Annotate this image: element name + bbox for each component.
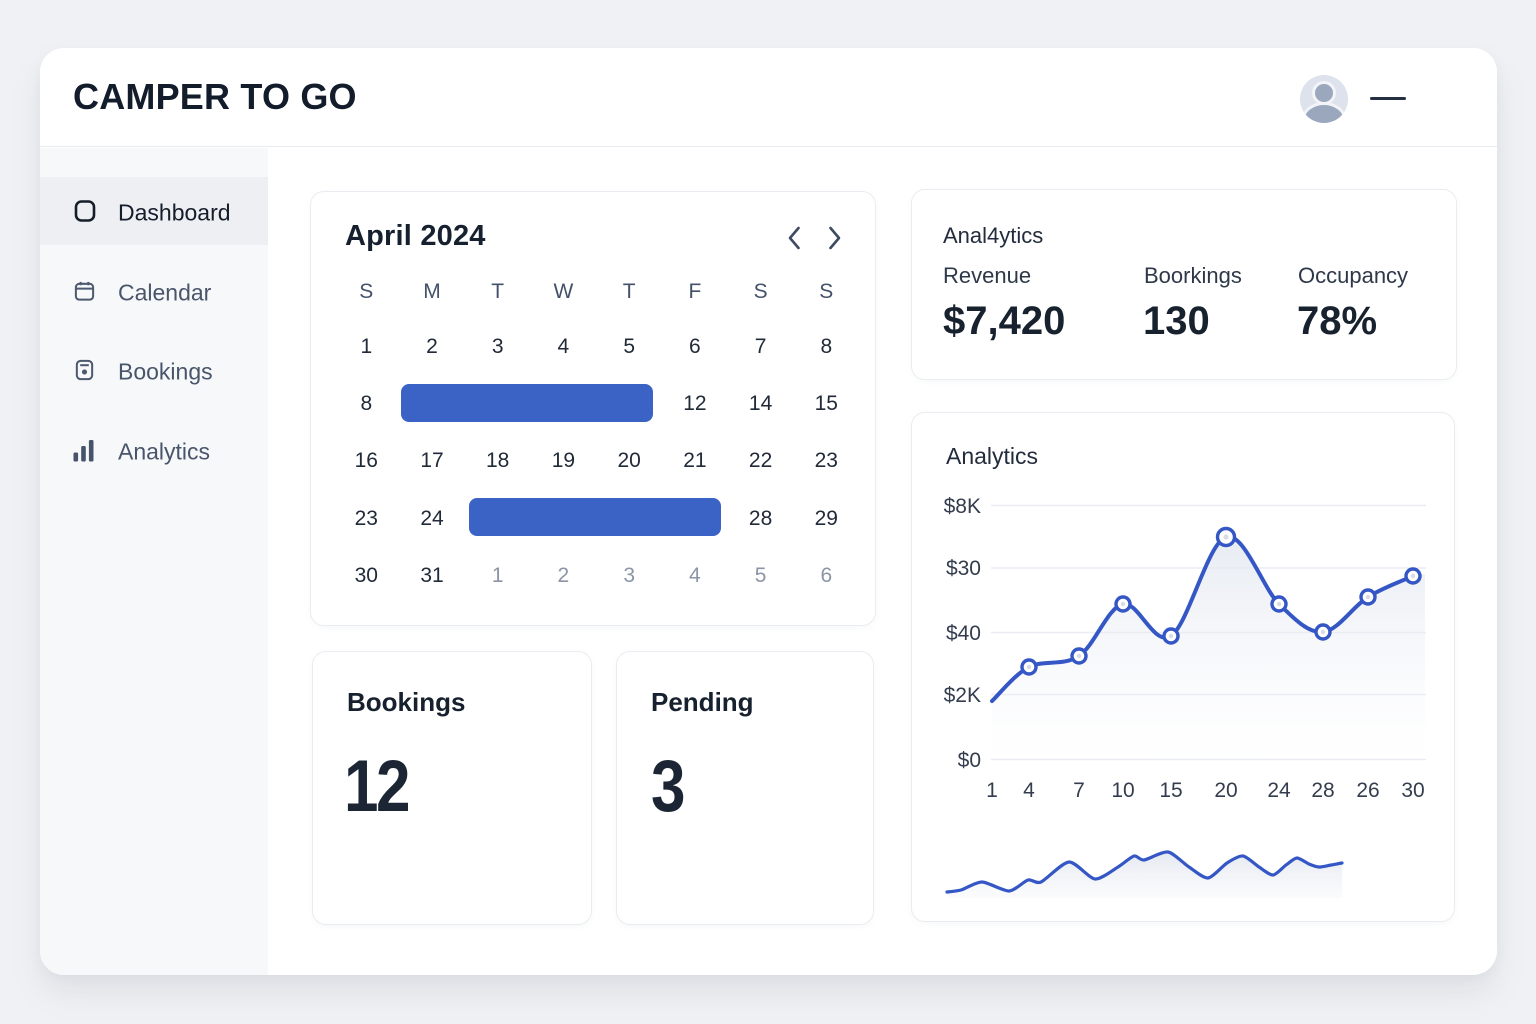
svg-text:20: 20 — [1214, 779, 1237, 802]
svg-text:$30: $30 — [946, 557, 981, 580]
svg-text:1: 1 — [986, 779, 998, 802]
svg-text:$8K: $8K — [944, 495, 981, 518]
svg-text:24: 24 — [1267, 779, 1291, 802]
svg-text:10: 10 — [1111, 779, 1134, 802]
svg-text:30: 30 — [1401, 779, 1424, 802]
svg-text:28: 28 — [1311, 779, 1334, 802]
svg-text:$0: $0 — [958, 749, 981, 772]
svg-text:15: 15 — [1159, 779, 1182, 802]
svg-text:$2K: $2K — [944, 684, 981, 707]
svg-text:7: 7 — [1073, 779, 1085, 802]
svg-text:26: 26 — [1356, 779, 1379, 802]
svg-text:$40: $40 — [946, 622, 981, 645]
svg-text:4: 4 — [1023, 779, 1035, 802]
